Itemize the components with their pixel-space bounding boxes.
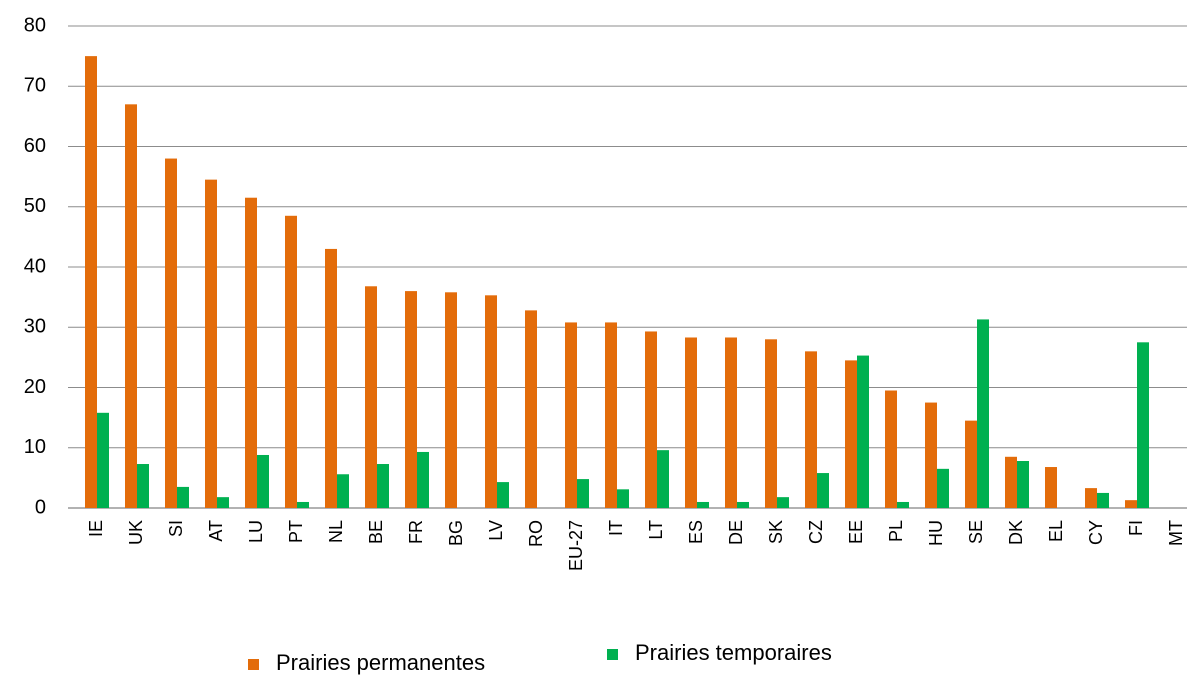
bar: [937, 468, 949, 508]
bar: [725, 337, 737, 508]
bar: [697, 501, 709, 508]
bar: [1085, 488, 1097, 508]
x-tick-label: BE: [366, 520, 386, 544]
x-tick-label: RO: [526, 520, 546, 547]
bar: [217, 497, 229, 508]
bar: [405, 291, 417, 508]
y-tick-label: 50: [24, 195, 46, 217]
legend-label: Prairies temporaires: [635, 640, 832, 665]
bar: [685, 337, 697, 508]
bar: [777, 497, 789, 508]
bar: [805, 351, 817, 508]
legend-swatch: [248, 659, 259, 670]
legend-swatch: [607, 649, 618, 660]
x-tick-label: UK: [126, 520, 146, 545]
bar: [885, 390, 897, 508]
bar: [165, 158, 177, 509]
x-tick-label: CY: [1086, 520, 1106, 545]
bar: [525, 310, 537, 508]
x-tick-label: PL: [886, 520, 906, 542]
x-tick-label: ES: [686, 520, 706, 544]
x-tick-label: FR: [406, 520, 426, 544]
bar: [1097, 492, 1109, 508]
bar: [817, 473, 829, 508]
x-tick-label: CZ: [806, 520, 826, 544]
x-tick-label: NL: [326, 520, 346, 543]
x-tick-label: HU: [926, 520, 946, 546]
bar: [765, 339, 777, 508]
bar: [1005, 456, 1017, 508]
bar: [977, 319, 989, 508]
bar: [857, 355, 869, 508]
bar: [897, 501, 909, 508]
bar: [325, 248, 337, 509]
bar: [497, 482, 509, 508]
x-tick-label: EU-27: [566, 520, 586, 571]
y-tick-label: 0: [35, 496, 46, 518]
x-tick-label: FI: [1126, 520, 1146, 536]
x-tick-label: PT: [286, 520, 306, 543]
y-tick-label: 30: [24, 316, 46, 338]
bar: [417, 451, 429, 508]
bar: [125, 104, 137, 508]
x-tick-label: SE: [966, 520, 986, 544]
bar: [605, 322, 617, 508]
bar: [577, 479, 589, 508]
bar: [737, 501, 749, 508]
bar: [377, 464, 389, 508]
bar: [657, 450, 669, 508]
bar: [257, 454, 269, 508]
x-tick-label: LT: [646, 520, 666, 540]
x-tick-label: DK: [1006, 520, 1026, 545]
bar: [205, 179, 217, 508]
bar: [565, 322, 577, 508]
y-tick-label: 20: [24, 376, 46, 398]
bar: [1137, 342, 1149, 508]
x-tick-label: AT: [206, 520, 226, 542]
bar: [925, 402, 937, 508]
y-tick-label: 60: [24, 135, 46, 157]
x-tick-label: LU: [246, 520, 266, 543]
y-tick-label: 70: [24, 75, 46, 97]
bar: [337, 474, 349, 508]
bar: [365, 286, 377, 508]
bar: [285, 215, 297, 508]
bar: [645, 331, 657, 508]
x-tick-label: EE: [846, 520, 866, 544]
x-tick-label: MT: [1166, 520, 1186, 546]
x-tick-label: SI: [166, 520, 186, 537]
bar: [617, 489, 629, 508]
bar: [177, 486, 189, 508]
x-tick-label: IE: [86, 520, 106, 537]
x-tick-label: SK: [766, 520, 786, 544]
x-tick-label: DE: [726, 520, 746, 545]
bar: [445, 292, 457, 508]
bar: [965, 420, 977, 508]
bar: [137, 464, 149, 508]
bar: [297, 501, 309, 508]
y-tick-label: 80: [24, 14, 46, 36]
bar: [1045, 467, 1057, 508]
x-tick-label: IT: [606, 520, 626, 536]
y-tick-label: 40: [24, 255, 46, 277]
y-tick-label: 10: [24, 436, 46, 458]
bar: [845, 360, 857, 508]
x-tick-label: LV: [486, 520, 506, 541]
bar: [245, 197, 257, 508]
bar: [97, 412, 109, 508]
bar: [1017, 461, 1029, 508]
x-tick-label: BG: [446, 520, 466, 546]
bar: [85, 56, 97, 508]
bar: [1125, 500, 1137, 508]
x-tick-label: EL: [1046, 520, 1066, 542]
bar: [485, 295, 497, 508]
legend-label: Prairies permanentes: [276, 650, 485, 675]
